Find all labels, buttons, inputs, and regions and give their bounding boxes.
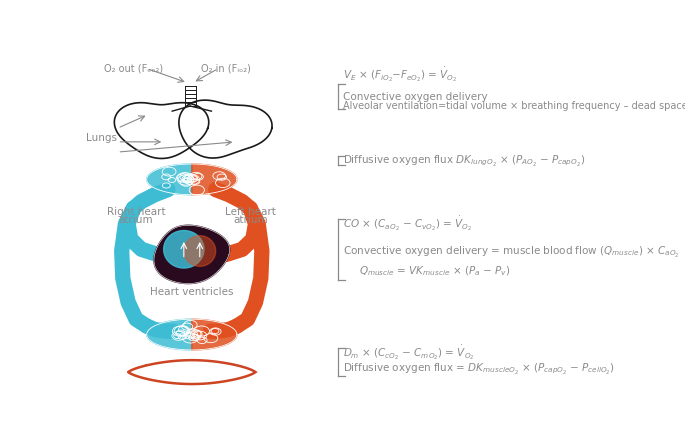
Text: atrium: atrium [233, 215, 268, 225]
Text: atrium: atrium [119, 215, 153, 225]
Text: Diffusive oxygen flux $DK_{lungO_2}$ × ($P_{AO_2}$ − $P_{capO_2}$): Diffusive oxygen flux $DK_{lungO_2}$ × (… [343, 153, 585, 168]
Text: Alveolar ventilation=tidal volume × breathing frequency – dead space ven: Alveolar ventilation=tidal volume × brea… [343, 101, 685, 111]
Text: $CO$ × ($C_{aO_2}$ − $C_{vO_2}$) = $\dot{V}_{O_2}$: $CO$ × ($C_{aO_2}$ − $C_{vO_2}$) = $\dot… [343, 214, 473, 233]
Polygon shape [147, 319, 192, 350]
Polygon shape [128, 360, 256, 384]
Polygon shape [192, 164, 237, 195]
Text: Diffusive oxygen flux = $DK_{muscleO_2}$ × ($P_{capO_2}$ − $P_{cellO_2}$): Diffusive oxygen flux = $DK_{muscleO_2}$… [343, 361, 615, 376]
Text: O₂ out (Fₑₒ₂): O₂ out (Fₑₒ₂) [104, 63, 163, 74]
Polygon shape [164, 230, 204, 268]
Polygon shape [147, 164, 192, 195]
Text: O₂ in (Fᵢₒ₂): O₂ in (Fᵢₒ₂) [201, 63, 251, 74]
Text: Convective oxygen delivery: Convective oxygen delivery [343, 92, 488, 102]
Text: Right heart: Right heart [107, 207, 165, 217]
Text: Left heart: Left heart [225, 207, 275, 217]
Text: Convective oxygen delivery = muscle blood flow ($Q_{muscle}$) × $C_{aO_2}$: Convective oxygen delivery = muscle bloo… [343, 245, 680, 260]
Text: $D_m$ × ($C_{cO_2}$ − $C_{mO_2}$) = $\dot{V}_{O_2}$: $D_m$ × ($C_{cO_2}$ − $C_{mO_2}$) = $\do… [343, 344, 475, 362]
Polygon shape [184, 236, 216, 266]
Text: $Q_{muscle}$ = $VK_{muscle}$ × ($P_a$ − $P_v$): $Q_{muscle}$ = $VK_{muscle}$ × ($P_a$ − … [359, 264, 510, 278]
Text: $V_E$ × ($F_{iO_2}$−$F_{eO_2}$) = $\dot{V}_{O_2}$: $V_E$ × ($F_{iO_2}$−$F_{eO_2}$) = $\dot{… [343, 66, 458, 85]
Polygon shape [154, 225, 229, 284]
Polygon shape [192, 319, 237, 350]
Text: Heart ventricles: Heart ventricles [150, 287, 234, 297]
Text: Muscle fibre: Muscle fibre [145, 364, 208, 374]
Text: Lungs: Lungs [86, 133, 117, 144]
